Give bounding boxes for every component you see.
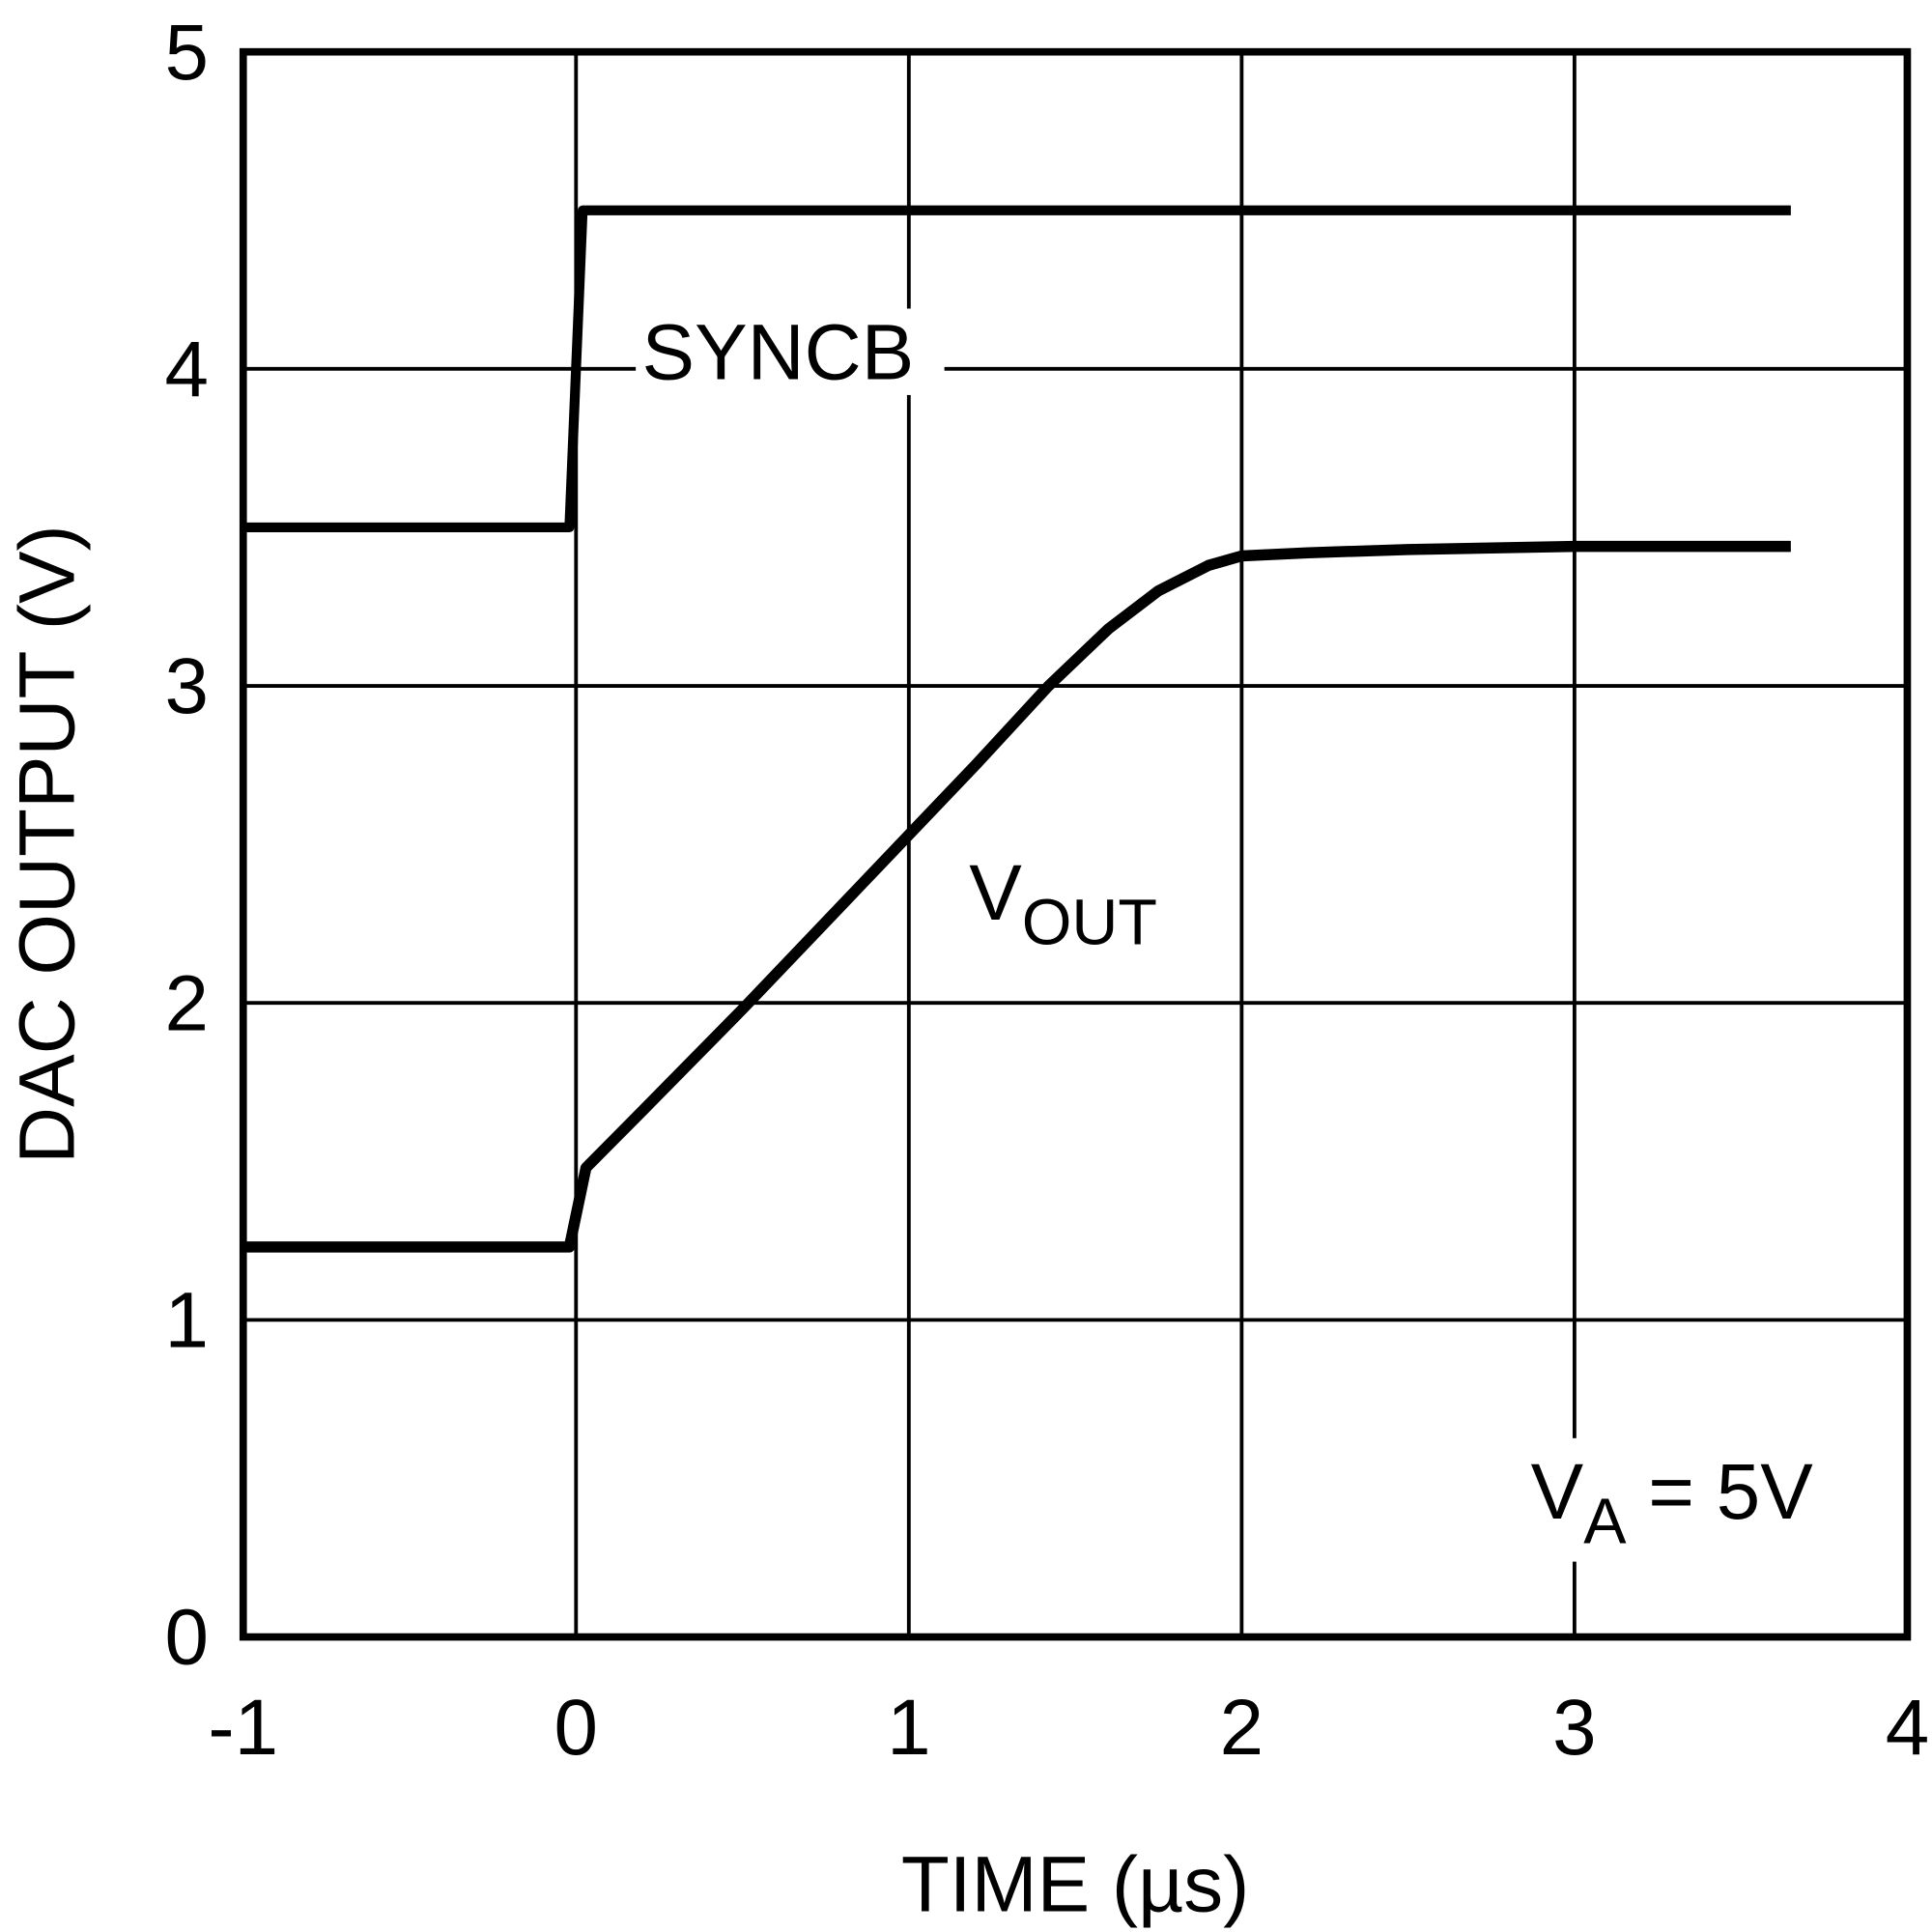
series-line-syncb xyxy=(242,205,1791,533)
x-tick-label: 3 xyxy=(1552,1684,1596,1772)
vout-label: VOUT xyxy=(969,849,1157,959)
x-tick-label: -1 xyxy=(208,1684,278,1772)
syncb-label: SYNCB xyxy=(642,308,915,396)
x-tick-labels: -1 0 1 2 3 4 xyxy=(208,1684,1929,1772)
y-tick-label: 3 xyxy=(164,642,208,730)
y-tick-labels: 0 1 2 3 4 5 xyxy=(164,9,208,1682)
y-tick-label: 4 xyxy=(164,326,208,413)
x-tick-label: 4 xyxy=(1886,1684,1929,1772)
plot-frame xyxy=(239,47,1912,1641)
y-axis-label: DAC OUTPUT (V) xyxy=(4,525,92,1164)
series-lines xyxy=(242,205,1791,1253)
series-line-vout xyxy=(242,540,1791,1253)
x-axis-label: TIME (µs) xyxy=(901,1840,1249,1928)
x-tick-label: 1 xyxy=(887,1684,930,1772)
syncb-label-bg xyxy=(636,308,945,395)
x-tick-label: 2 xyxy=(1220,1684,1264,1772)
y-tick-label: 1 xyxy=(164,1277,208,1365)
condition-bg xyxy=(1520,1437,1842,1562)
x-tick-label: 0 xyxy=(554,1684,598,1772)
vout-label-bg xyxy=(962,839,1179,963)
y-tick-label: 2 xyxy=(164,959,208,1047)
y-tick-label: 0 xyxy=(164,1594,208,1682)
y-tick-label: 5 xyxy=(164,9,208,97)
condition-label: VA = 5V xyxy=(1531,1448,1814,1558)
